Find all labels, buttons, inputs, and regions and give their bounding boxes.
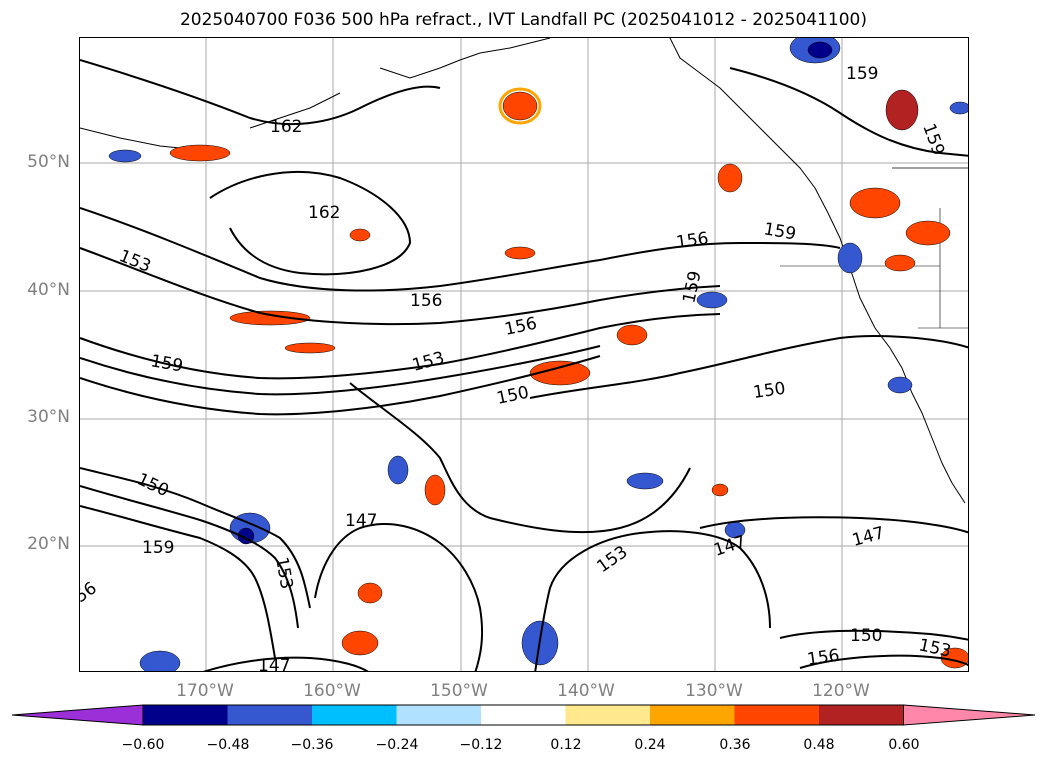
- colorbar-tick: −0.48: [206, 737, 250, 753]
- contour-label: 153: [271, 555, 296, 590]
- lat-label-30n: 30°N: [27, 407, 70, 427]
- contour-label: 156: [410, 291, 442, 311]
- height-contours: [80, 59, 968, 671]
- colorbar-segment: [227, 705, 312, 725]
- contour-label: 150: [752, 379, 787, 403]
- contour-label: 153: [917, 635, 953, 661]
- contour-label: 159: [142, 538, 174, 558]
- colorbar-segment: [396, 705, 481, 725]
- contour-label: 147: [258, 656, 290, 672]
- lat-label-50n: 50°N: [27, 152, 70, 172]
- contour-label: 156: [503, 314, 539, 340]
- colorbar-segment: [143, 705, 228, 725]
- colorbar-segment: [734, 705, 819, 725]
- contour-label: 156: [675, 229, 710, 253]
- contour-label: 156: [806, 646, 841, 670]
- contour-label: 153: [116, 246, 154, 277]
- map-panel: 162 162 153 156 159 156 159 159 156 153 …: [79, 37, 969, 672]
- contour-label: 162: [308, 203, 340, 223]
- colorbar-tick: −0.24: [375, 737, 419, 753]
- lon-label-150w: 150°W: [430, 681, 488, 701]
- colorbar-tick: −0.36: [290, 737, 334, 753]
- lon-label-140w: 140°W: [557, 681, 615, 701]
- colorbar: [11, 704, 1036, 726]
- colorbar-segment: [312, 705, 397, 725]
- contour-label: 150: [134, 469, 172, 501]
- contour-label: 147: [345, 511, 377, 531]
- colorbar-tick: −0.60: [121, 737, 165, 753]
- contour-label: 56: [80, 578, 101, 607]
- map-title: 2025040700 F036 500 hPa refract., IVT La…: [179, 10, 867, 30]
- contour-label: 159: [846, 64, 878, 84]
- colorbar-tick: 0.12: [550, 737, 582, 753]
- colorbar-tick: 0.60: [888, 737, 920, 753]
- contour-label: 147: [850, 523, 887, 551]
- colorbar-segment: [819, 705, 904, 725]
- contour-label: 162: [270, 117, 302, 137]
- refractivity-anomaly-fill: [108, 38, 968, 671]
- colorbar-tick: 0.36: [719, 737, 751, 753]
- contour-label: 159: [149, 351, 184, 376]
- lat-label-20n: 20°N: [27, 534, 70, 554]
- colorbar-extend-low: [11, 704, 144, 726]
- contour-label: 153: [410, 348, 447, 376]
- lon-label-130w: 130°W: [685, 681, 743, 701]
- colorbar-tick: 0.24: [634, 737, 666, 753]
- lon-label-120w: 120°W: [812, 681, 870, 701]
- contour-label: 153: [593, 542, 631, 577]
- gridlines: [80, 38, 968, 671]
- colorbar-segment: [481, 705, 566, 725]
- colorbar-segment: [565, 705, 650, 725]
- colorbar-segments: [11, 704, 1036, 726]
- lat-label-40n: 40°N: [27, 280, 70, 300]
- colorbar-tick: −0.12: [459, 737, 503, 753]
- contour-label: 150: [495, 383, 531, 409]
- map-canvas: 162 162 153 156 159 156 159 159 156 153 …: [80, 38, 968, 672]
- colorbar-extend-high: [903, 704, 1036, 726]
- colorbar-tick: 0.48: [803, 737, 835, 753]
- lon-label-160w: 160°W: [303, 681, 361, 701]
- contour-label: 159: [918, 121, 948, 158]
- contour-label: 159: [762, 219, 797, 244]
- contour-label: 150: [850, 626, 882, 646]
- colorbar-segment: [650, 705, 735, 725]
- lon-label-170w: 170°W: [176, 681, 234, 701]
- colorbar-border: [142, 704, 904, 726]
